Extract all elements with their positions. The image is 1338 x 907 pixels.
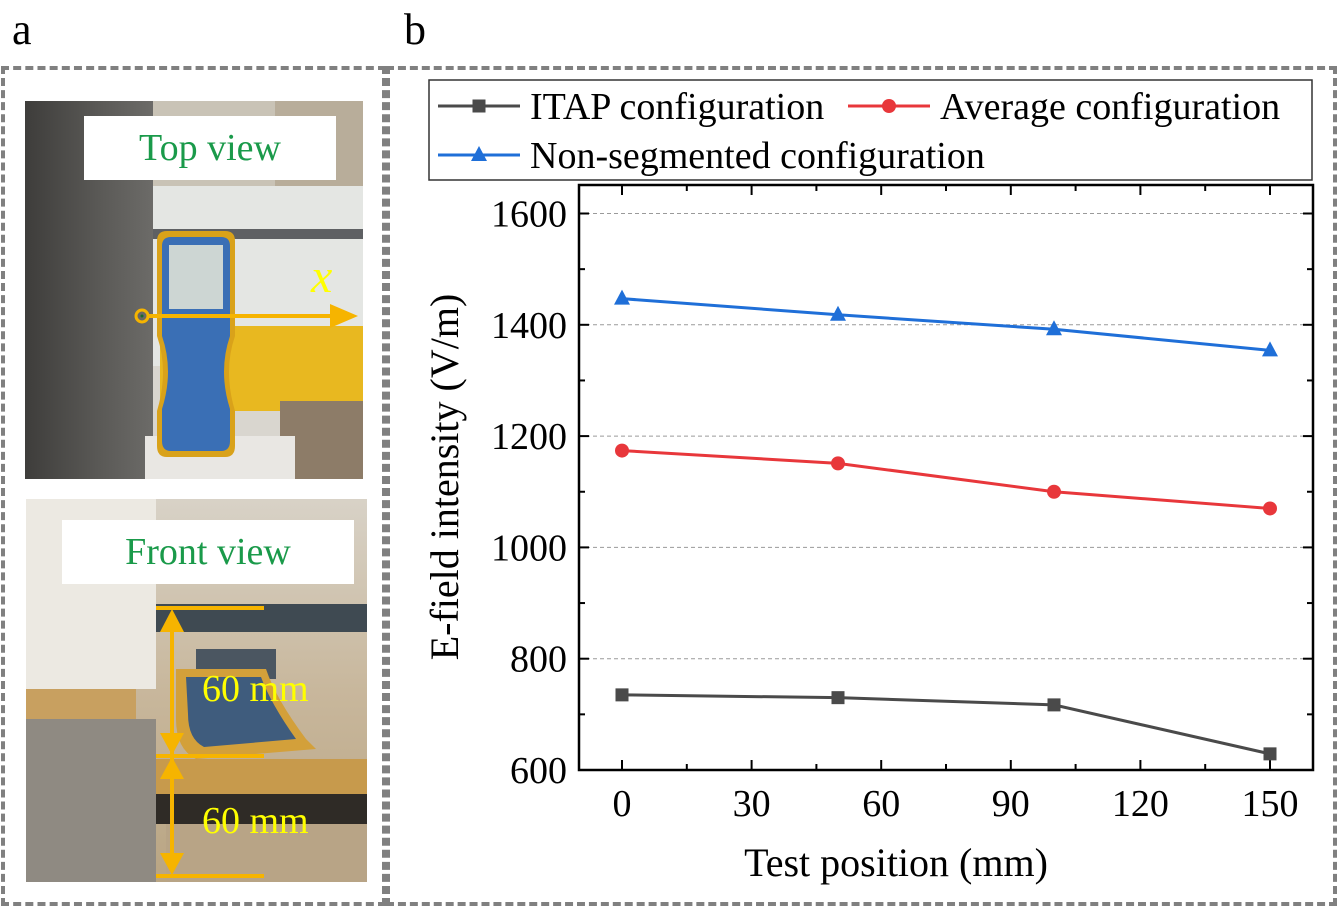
axis-ticks: 600 800 1000 1200 1400 1600 0 30 60 90 120 150 [491, 185, 1313, 825]
y-axis-title: E-field intensity (V/m) [422, 294, 467, 661]
y-tick-label: 1000 [491, 527, 567, 569]
legend-label: Non-segmented configuration [530, 135, 985, 177]
legend-label: Average configuration [940, 86, 1280, 128]
circle-marker [882, 99, 896, 113]
panel-a-letter: a [12, 5, 32, 54]
square-marker [1047, 698, 1061, 712]
dimension-label-lower: 60 mm [202, 800, 309, 842]
front-view-label: Front view [62, 520, 354, 584]
dimension-label-upper: 60 mm [202, 668, 309, 710]
y-tick-label: 600 [510, 750, 567, 792]
front-view-photo: Front view 60 mm 60 mm [26, 499, 367, 882]
top-view-photo: Top view x [25, 101, 363, 479]
arrow-up-icon [160, 609, 184, 632]
dimension-arrows [156, 606, 264, 878]
x-tick-label: 90 [992, 783, 1030, 825]
arrow-down-icon [160, 853, 184, 875]
x-tick-label: 60 [862, 783, 900, 825]
x-tick-label: 0 [613, 783, 632, 825]
series-average-configuration [615, 443, 1277, 516]
circle-marker [831, 456, 845, 471]
y-tick-label: 1600 [491, 194, 567, 236]
legend-box [428, 79, 1313, 181]
square-marker [472, 99, 486, 113]
panel-a-frame [1, 66, 386, 906]
y-tick-label: 1400 [491, 305, 567, 347]
x-tick-label: 120 [1112, 783, 1169, 825]
series-line [621, 297, 1271, 352]
series-line [621, 693, 1271, 756]
triangle-marker [471, 146, 487, 161]
x-tick-label: 150 [1242, 783, 1299, 825]
data-series [614, 289, 1278, 761]
square-marker [615, 688, 629, 702]
series-itap-configuration [615, 688, 1277, 761]
panel-b-frame [386, 66, 1337, 906]
triangle-marker [614, 289, 630, 305]
triangle-marker [830, 305, 846, 321]
x-tick-label: 30 [733, 783, 771, 825]
square-marker [831, 691, 845, 705]
circle-marker [615, 443, 629, 458]
x-axis-label: x [311, 250, 333, 303]
circle-marker [1047, 484, 1061, 499]
series-line [621, 449, 1271, 510]
y-tick-label: 1200 [491, 416, 567, 458]
triangle-marker [1046, 320, 1062, 336]
circle-marker [1263, 501, 1277, 516]
arrow-up-icon [160, 757, 184, 779]
x-axis-title: Test position (mm) [744, 840, 1048, 885]
square-marker [1263, 747, 1277, 761]
legend-label: ITAP configuration [530, 86, 824, 128]
grid-lines [579, 213, 1313, 660]
arrow-head-icon [330, 304, 358, 328]
top-view-label: Top view [84, 116, 336, 180]
y-tick-label: 800 [510, 639, 567, 681]
x-axis-arrow [134, 304, 358, 328]
series-non-segmented-configuration [614, 289, 1278, 357]
legend: ITAP configuration Average configuration N… [438, 86, 1280, 177]
triangle-marker [1262, 341, 1278, 357]
panel-b-letter: b [404, 5, 426, 54]
arrow-down-icon [160, 733, 184, 755]
